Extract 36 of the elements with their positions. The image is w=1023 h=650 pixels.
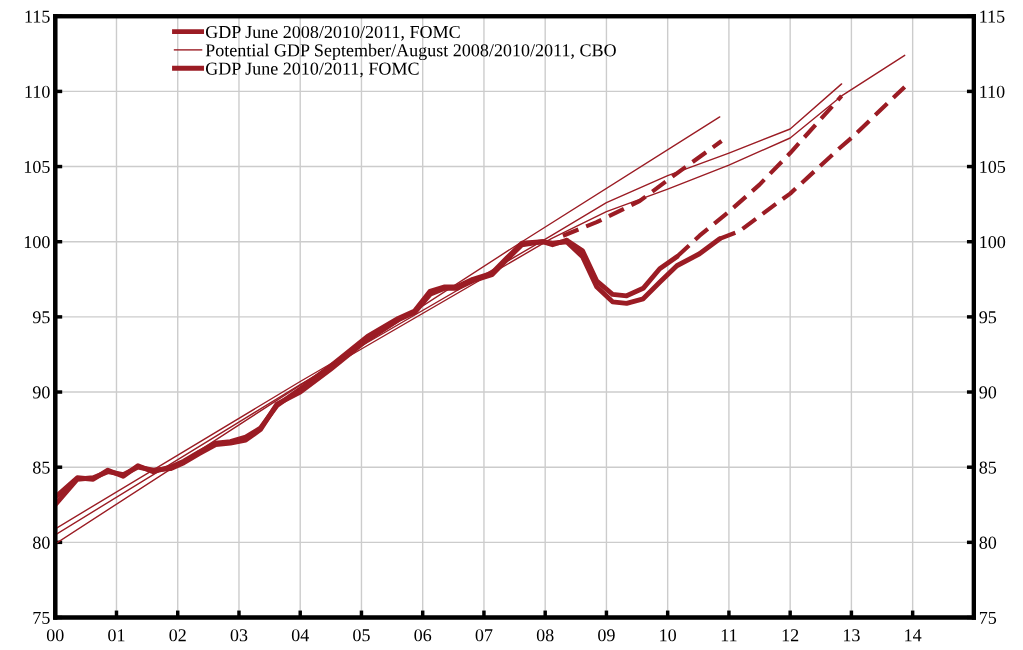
x-tick-label: 00 (46, 629, 64, 642)
x-tick-label: 04 (291, 629, 309, 642)
x-tick-label: 14 (905, 629, 922, 642)
x-tick-label: 10 (660, 629, 677, 642)
y-tick-label: 85 (33, 461, 50, 474)
x-tick-label: 12 (782, 629, 799, 642)
x-tick-label: 11 (721, 629, 737, 642)
y-tick-label: 80 (33, 536, 50, 549)
y-tick-label: 100 (24, 235, 50, 249)
y2-tick-label: 110 (980, 85, 1005, 98)
x-tick-label: 07 (475, 629, 493, 642)
y-tick-label: 95 (32, 311, 50, 324)
y2-tick-label: 90 (979, 386, 997, 399)
y-tick-label: 90 (32, 386, 50, 399)
x-tick-label: 06 (414, 629, 432, 642)
x-tick-label: 02 (169, 629, 186, 642)
y2-tick-label: 105 (980, 160, 1006, 173)
legend-label: GDP June 2008/2010/2011, FOMC (205, 25, 460, 41)
x-tick-label: 01 (108, 629, 125, 642)
y2-tick-label: 100 (980, 235, 1006, 249)
y2-tick-label: 75 (979, 611, 997, 624)
y-tick-label: 75 (33, 611, 50, 624)
y-tick-label: 110 (25, 85, 50, 98)
legend-label: Potential GDP September/August 2008/2010/2011, CBO (205, 43, 616, 61)
x-tick-label: 09 (598, 629, 615, 642)
x-tick-label: 13 (843, 629, 860, 642)
x-tick-label: 03 (230, 629, 248, 642)
y-tick-label: 105 (24, 160, 50, 173)
y-tick-label: 115 (25, 10, 50, 23)
y2-tick-label: 115 (980, 10, 1005, 23)
y2-tick-label: 95 (979, 311, 997, 324)
y2-tick-label: 80 (979, 536, 997, 549)
x-tick-label: 08 (536, 629, 554, 642)
y2-tick-label: 85 (979, 461, 997, 474)
x-tick-label: 05 (353, 629, 370, 642)
legend-label: GDP June 2010/2011, FOMC (205, 62, 419, 78)
